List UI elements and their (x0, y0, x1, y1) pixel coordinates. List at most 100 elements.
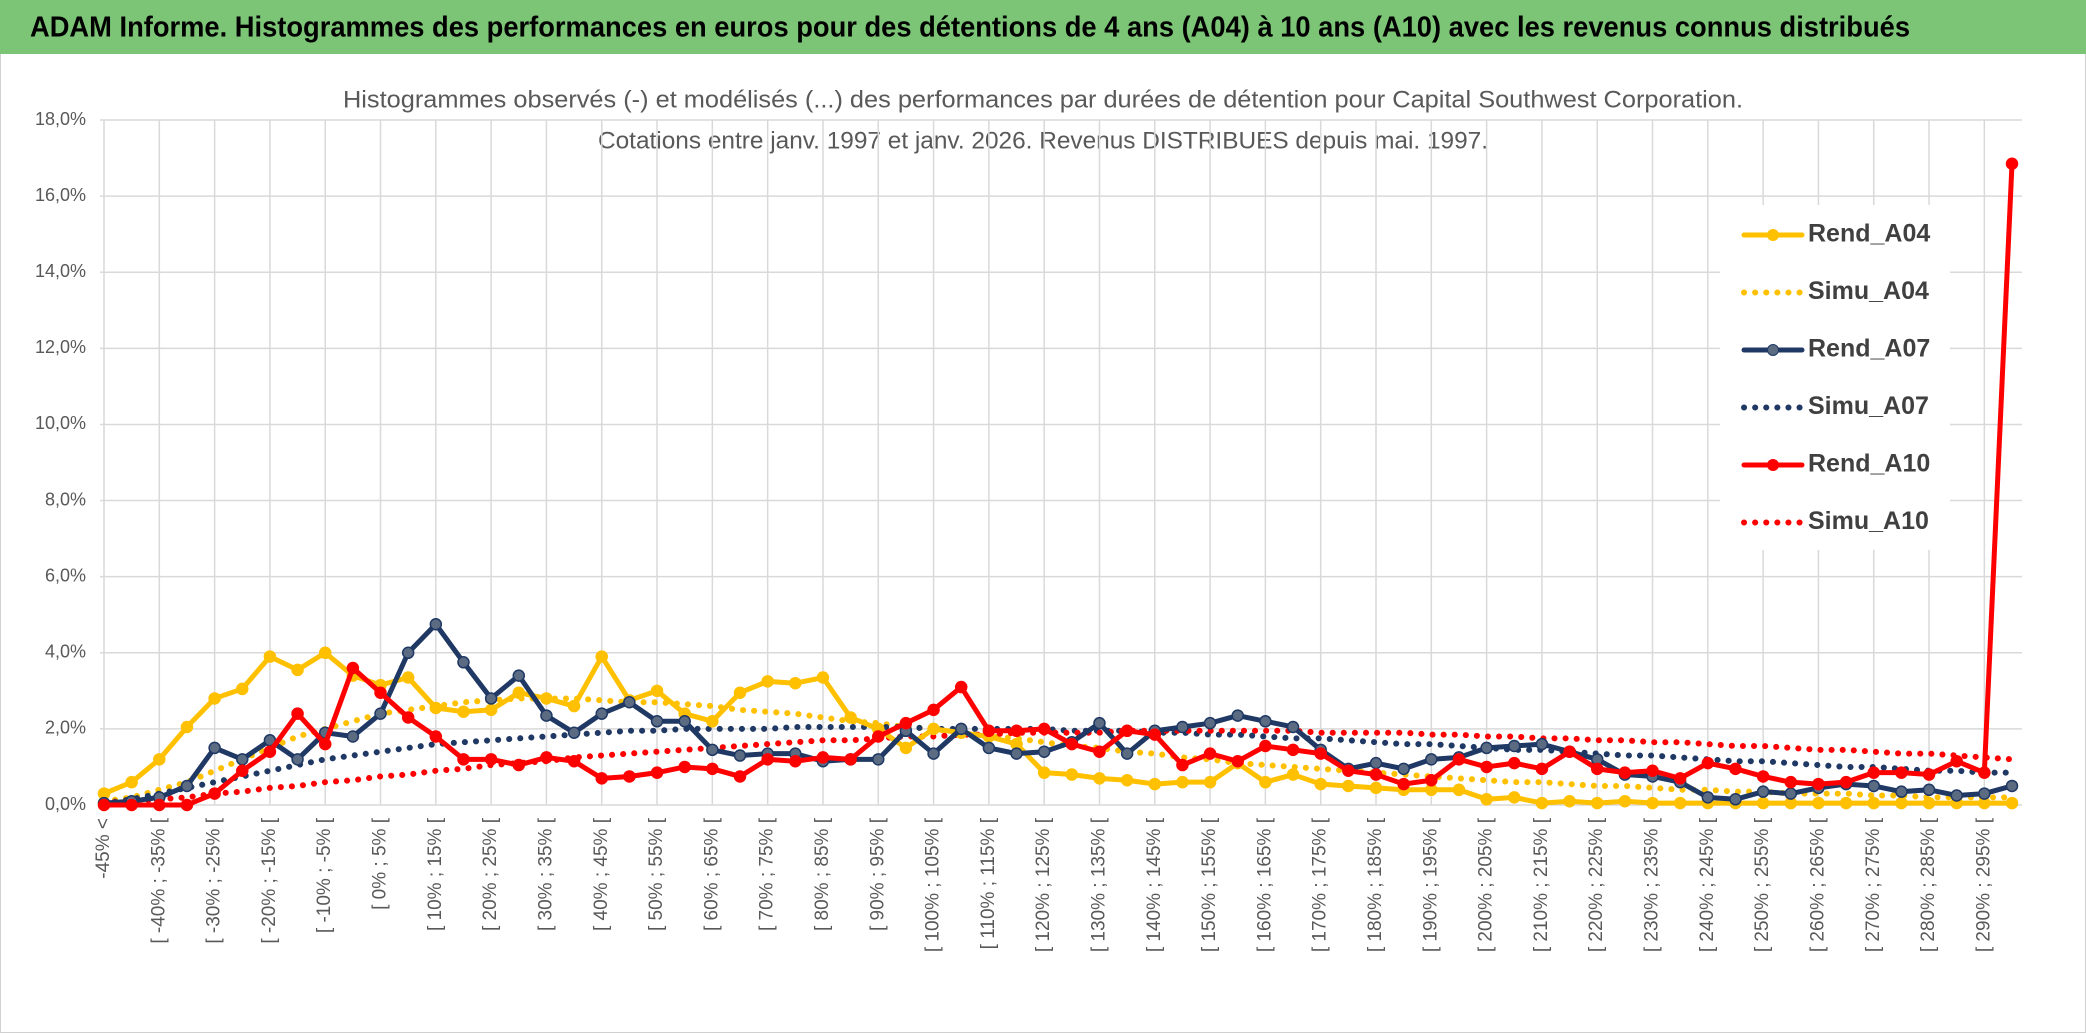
point-marker (1508, 739, 1521, 753)
point-marker (1895, 796, 1908, 810)
point-marker (706, 743, 719, 757)
point-marker (1839, 775, 1853, 789)
y-tick-label: 2,0% (45, 718, 86, 738)
x-tick-label: [ 170% ; 175% [ (1310, 817, 1331, 952)
point-marker (1148, 777, 1162, 791)
point-marker (789, 754, 802, 768)
x-tick-label: [ 210% ; 215% [ (1531, 817, 1552, 952)
point-marker (623, 770, 636, 783)
x-tick-label: [ -30% ; -25% [ (204, 817, 225, 943)
chart-subtitle: Cotations entre janv. 1997 et janv. 2026… (598, 127, 1488, 154)
series-line (101, 723, 2015, 807)
point-marker (733, 686, 747, 699)
point-marker (1701, 756, 1715, 770)
legend-marker (1767, 459, 1779, 471)
point-marker (650, 684, 664, 698)
point-marker (982, 724, 996, 738)
point-marker (1618, 766, 1632, 779)
point-marker (1342, 779, 1355, 793)
point-marker (567, 754, 581, 768)
point-marker (512, 758, 526, 772)
point-marker (1203, 747, 1217, 760)
point-marker (954, 722, 968, 736)
point-marker (1729, 793, 1742, 806)
point-marker (153, 753, 166, 766)
point-marker (1314, 747, 1327, 760)
point-marker (374, 686, 387, 699)
x-tick-label: [ 240% ; 245% [ (1697, 817, 1718, 952)
x-tick-label: [ 140% ; 145% [ (1144, 817, 1165, 952)
x-tick-label: [ 160% ; 165% [ (1254, 817, 1275, 952)
point-marker (1286, 743, 1300, 757)
point-marker (1950, 789, 1963, 802)
point-marker (1729, 762, 1742, 776)
point-marker (1922, 768, 1936, 781)
point-marker (429, 730, 443, 743)
legend-label: Simu_A10 (1808, 507, 1929, 535)
legend-label: Rend_A04 (1808, 220, 1930, 248)
point-marker (816, 751, 830, 764)
point-marker (1535, 796, 1549, 810)
point-marker (1120, 747, 1134, 760)
point-marker (263, 745, 277, 758)
legend-label: Simu_A07 (1808, 392, 1929, 420)
point-marker (1480, 741, 1493, 755)
point-marker (733, 749, 747, 762)
point-marker (1120, 774, 1134, 787)
legend-marker (1767, 229, 1779, 241)
point-marker (1535, 737, 1549, 751)
x-tick-label: -45% < (93, 818, 114, 879)
legend-label: Simu_A04 (1808, 277, 1929, 305)
point-marker (1259, 715, 1272, 728)
point-marker (346, 661, 360, 675)
point-marker (540, 751, 553, 764)
point-marker (1010, 724, 1023, 738)
point-marker (484, 692, 498, 705)
point-marker (401, 671, 415, 684)
point-marker (180, 720, 194, 734)
point-marker (429, 701, 443, 715)
point-marker (429, 617, 443, 631)
point-marker (1701, 791, 1715, 804)
point-marker (706, 715, 719, 728)
series-line (101, 621, 2015, 806)
point-marker (899, 741, 913, 755)
point-marker (2005, 779, 2019, 793)
x-tick-label: [ 150% ; 155% [ (1199, 817, 1220, 952)
point-marker (1812, 796, 1825, 810)
point-marker (318, 646, 332, 660)
point-marker (457, 753, 470, 766)
point-marker (623, 696, 636, 709)
point-marker (1922, 783, 1936, 797)
point-marker (899, 716, 913, 730)
grid: 0,0% 2,0% 4,0% 6,0% 8,0% 10,0% 12,0% 14,0% 16,0%… (35, 109, 2022, 952)
point-marker (1646, 796, 1659, 810)
point-marker (1369, 768, 1383, 781)
point-marker (595, 707, 608, 720)
point-marker (1867, 766, 1880, 779)
point-marker (1342, 764, 1355, 777)
point-marker (1037, 766, 1051, 779)
point-marker (1259, 775, 1272, 789)
x-tick-label: [ 290% ; 295% [ (1973, 817, 1994, 952)
point-marker (1756, 770, 1770, 783)
point-marker (706, 762, 719, 776)
y-tick-label: 12,0% (35, 337, 86, 357)
point-marker (1535, 762, 1549, 776)
y-tick-label: 4,0% (45, 642, 86, 662)
x-tick-label: [ 0% ; 5% [ (370, 817, 391, 910)
point-marker (2005, 157, 2019, 171)
x-tick-label: [ 270% ; 275% [ (1863, 817, 1884, 952)
point-marker (1950, 754, 1963, 768)
point-marker (291, 663, 304, 677)
point-marker (1922, 796, 1936, 810)
point-marker (125, 775, 138, 789)
point-marker (1093, 772, 1106, 785)
point-marker (401, 646, 415, 660)
point-marker (1176, 720, 1189, 734)
point-marker (1452, 783, 1466, 797)
header-bar (0, 0, 2086, 54)
point-marker (733, 770, 747, 783)
point-marker (1839, 796, 1853, 810)
